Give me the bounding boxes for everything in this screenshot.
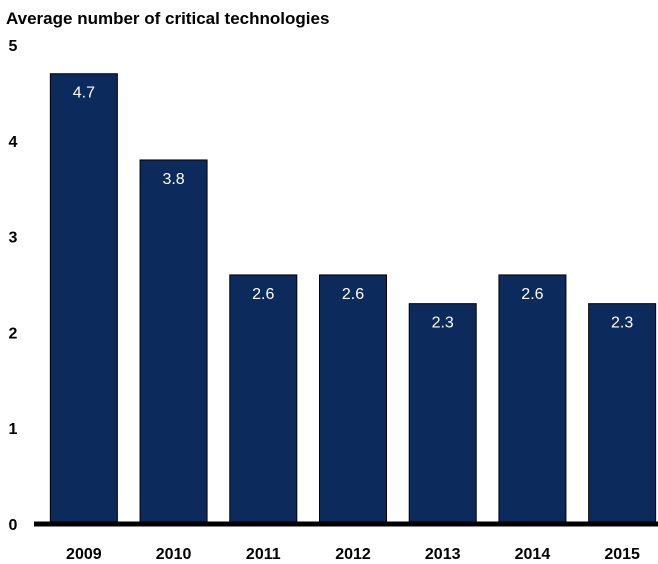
y-tick-label: 3 bbox=[9, 230, 18, 247]
y-tick-label: 0 bbox=[9, 517, 18, 534]
x-tick-label-2013: 2013 bbox=[425, 546, 461, 563]
y-axis-label: Average number of critical technologies bbox=[6, 9, 329, 28]
bar-2014 bbox=[498, 274, 567, 525]
data-label-2015: 2.3 bbox=[611, 315, 633, 332]
data-label-2014: 2.6 bbox=[521, 286, 543, 303]
y-tick-label: 1 bbox=[9, 421, 18, 438]
x-tick-label-2012: 2012 bbox=[335, 546, 371, 563]
data-label-2012: 2.6 bbox=[342, 286, 364, 303]
x-tick-label-2015: 2015 bbox=[604, 546, 640, 563]
data-label-2011: 2.6 bbox=[252, 286, 274, 303]
data-label-2009: 4.7 bbox=[73, 85, 95, 102]
y-tick-label: 4 bbox=[9, 134, 18, 151]
bars bbox=[49, 73, 657, 525]
y-tick-label: 5 bbox=[9, 38, 18, 55]
bar-2011 bbox=[229, 274, 298, 525]
x-tick-label-2011: 2011 bbox=[246, 546, 281, 563]
bar-2010 bbox=[139, 159, 208, 525]
x-tick-label-2009: 2009 bbox=[66, 546, 102, 563]
data-labels: 4.7 3.8 2.6 2.6 2.3 2.6 2.3 bbox=[73, 85, 634, 332]
bar-2012 bbox=[319, 274, 387, 525]
y-axis-ticks: 0 1 2 3 4 5 bbox=[9, 38, 18, 534]
bar-2013 bbox=[408, 303, 477, 525]
bar-2015 bbox=[588, 303, 657, 525]
data-label-2010: 3.8 bbox=[162, 171, 184, 188]
x-tick-label-2014: 2014 bbox=[515, 546, 551, 563]
bar-2009 bbox=[49, 73, 118, 525]
x-axis-ticks: 2009 2010 2011 2012 2013 2014 2015 bbox=[66, 546, 640, 563]
y-tick-label: 2 bbox=[9, 325, 18, 342]
x-tick-label-2010: 2010 bbox=[156, 546, 192, 563]
data-label-2013: 2.3 bbox=[432, 315, 454, 332]
